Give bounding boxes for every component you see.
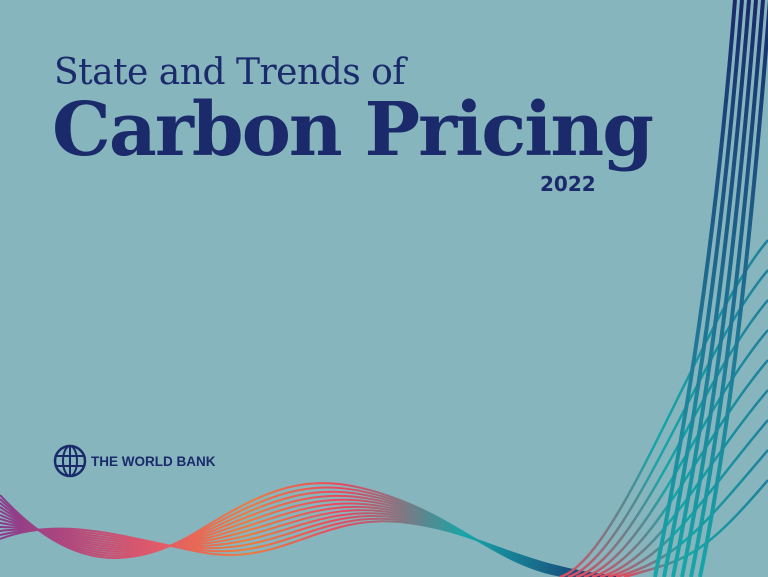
right-wave-lines [653,0,768,577]
wave-line [599,389,768,577]
wave-line [680,0,758,577]
world-bank-logo: THE WORLD BANK [53,444,216,478]
wave-line [662,0,744,577]
wave-line [575,299,768,577]
title-line-1: State and Trends of [54,52,406,93]
wave-line [623,479,768,577]
wave-line [559,239,768,577]
title-line-2: Carbon Pricing [52,87,654,173]
year-label: 2022 [540,172,596,196]
publisher-name: THE WORLD BANK [91,453,216,469]
wave-line [0,520,621,577]
wave-line [698,0,768,577]
wave-line [567,269,768,577]
bottom-wave-lines [0,482,621,577]
wave-line [591,359,768,577]
wave-line [671,0,751,577]
wave-line [653,0,737,577]
wave-line [689,0,765,577]
globe-icon [53,444,87,478]
